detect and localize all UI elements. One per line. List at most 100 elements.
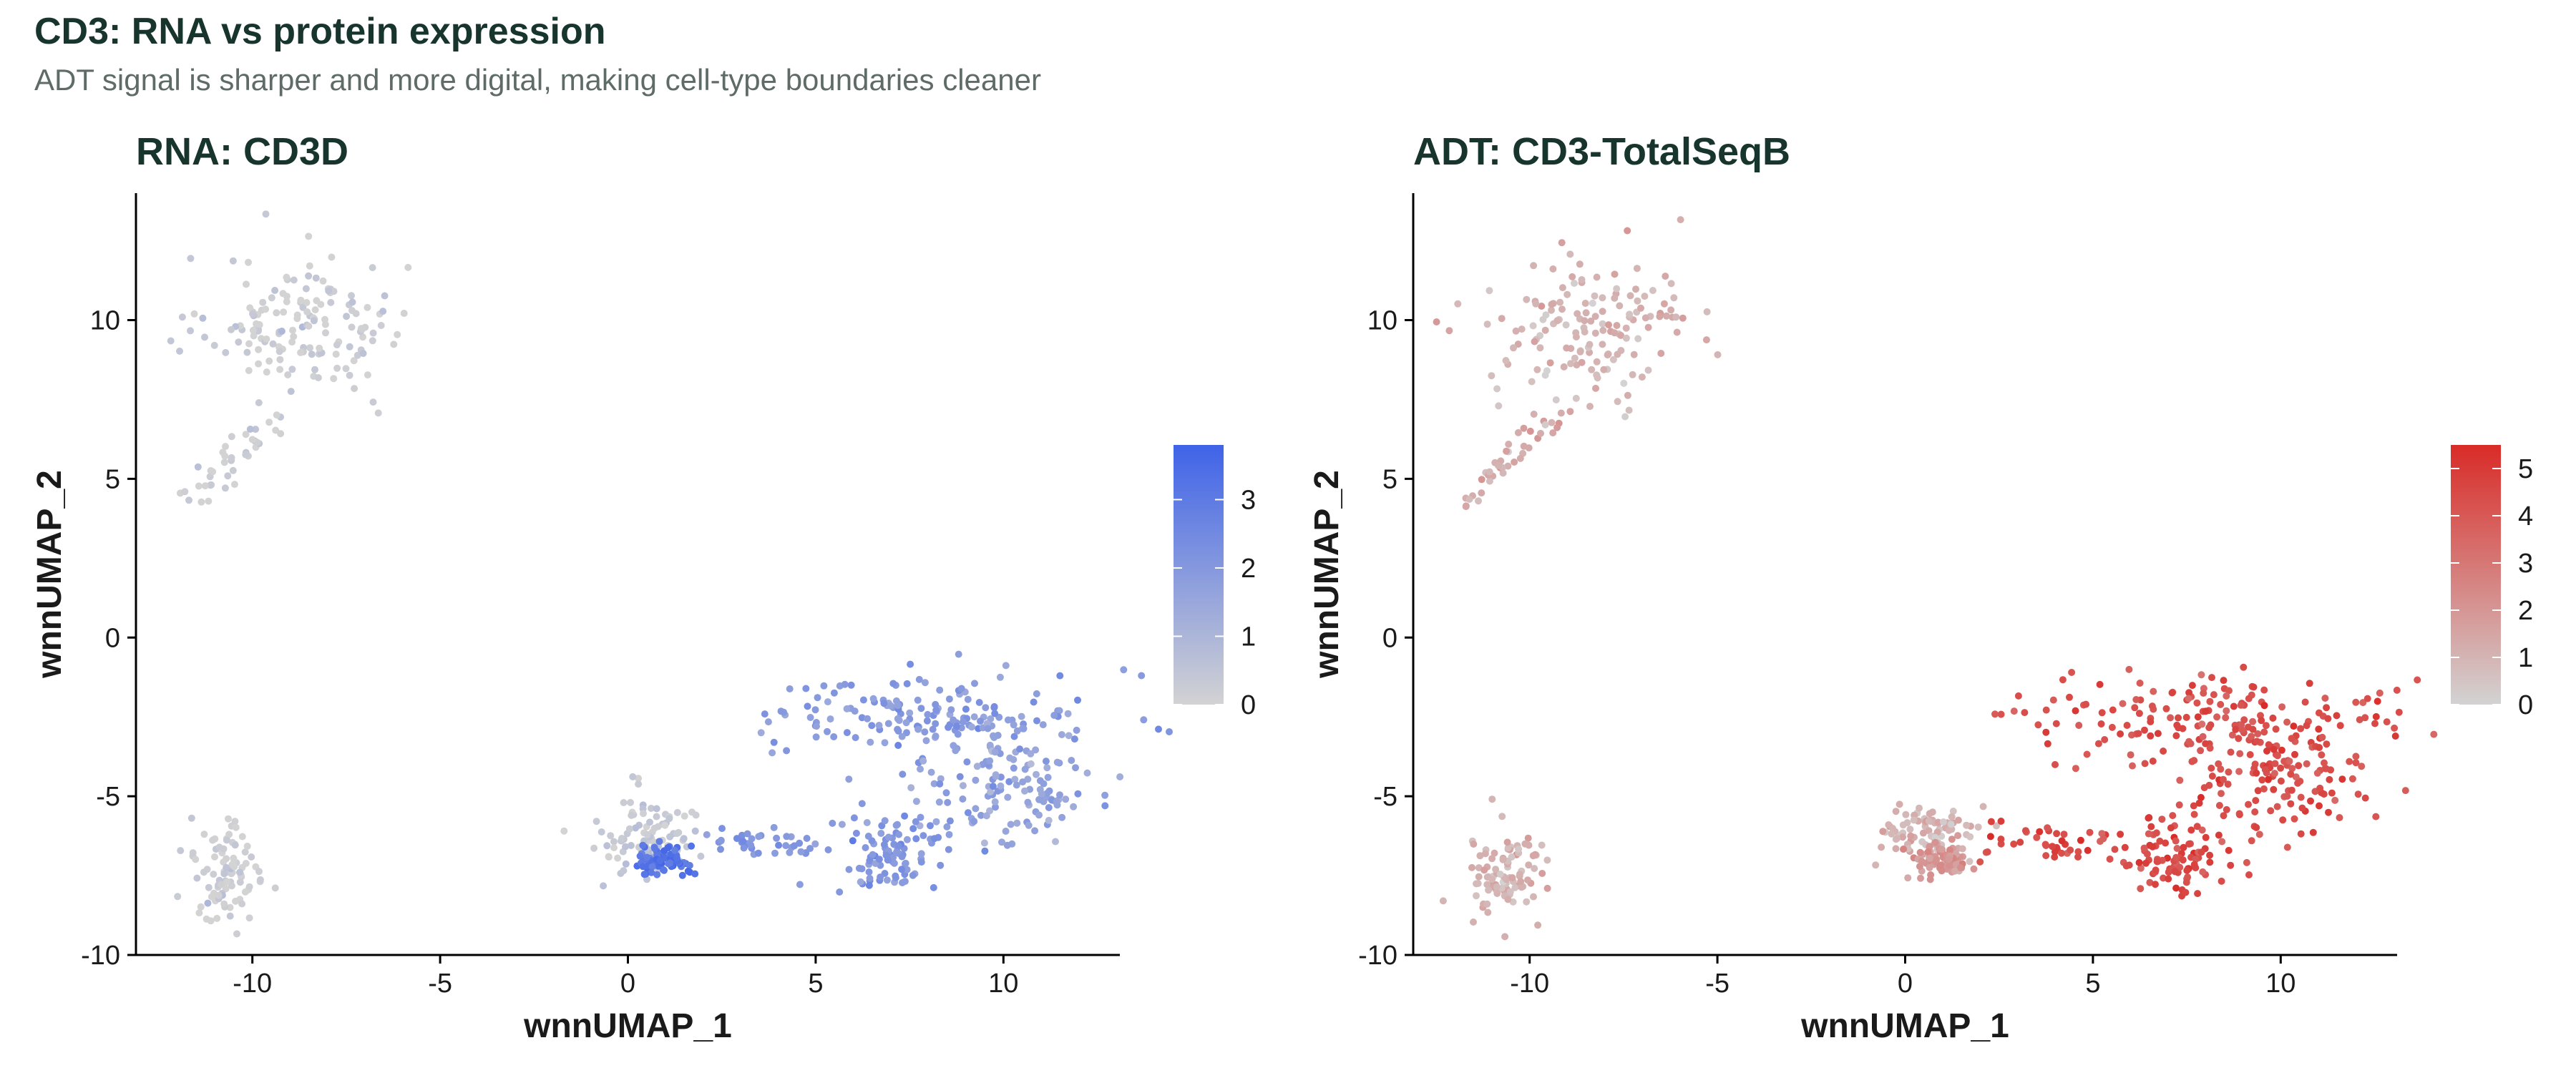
data-point (2303, 722, 2311, 730)
data-point (1488, 876, 1496, 883)
data-point (220, 870, 228, 878)
data-point (1433, 318, 1440, 325)
data-point (1531, 338, 1538, 346)
data-point (1020, 725, 1028, 733)
data-point (303, 308, 311, 315)
data-point (783, 747, 791, 755)
data-point (2283, 718, 2291, 726)
data-point (1005, 778, 1013, 785)
data-point (1439, 897, 1447, 905)
data-point (922, 737, 930, 745)
data-point (962, 705, 970, 713)
data-point (977, 717, 984, 725)
data-point (845, 866, 853, 873)
data-point (2338, 775, 2346, 783)
data-point (1484, 908, 1492, 916)
data-point (632, 824, 640, 832)
data-point (2096, 680, 2104, 688)
data-point (252, 426, 260, 433)
data-point (957, 685, 965, 692)
data-point (187, 255, 195, 263)
color-legend-label: 4 (2518, 501, 2533, 531)
data-point (1997, 818, 2005, 825)
x-axis-label: wnnUMAP_1 (523, 1007, 732, 1045)
data-point (1672, 313, 1680, 321)
data-point (1543, 856, 1551, 864)
data-point (1004, 793, 1012, 801)
data-point (2223, 805, 2230, 813)
data-point (2223, 692, 2230, 700)
data-point (937, 861, 945, 869)
data-point (1025, 821, 1033, 829)
data-point (229, 257, 237, 265)
color-legend-label: 0 (2518, 690, 2533, 720)
data-point (2208, 773, 2216, 780)
data-point (743, 830, 751, 838)
data-point (917, 705, 925, 712)
data-point (932, 720, 940, 727)
data-point (945, 723, 952, 731)
data-point (1562, 321, 1570, 329)
data-point (875, 722, 883, 729)
data-point (2269, 714, 2277, 722)
data-point (343, 313, 351, 320)
data-point (1528, 378, 1536, 386)
data-point (2232, 725, 2240, 733)
data-point (955, 650, 962, 658)
data-point (1138, 672, 1146, 680)
data-point (346, 371, 353, 379)
data-point (952, 722, 960, 730)
data-point (627, 842, 635, 849)
data-point (2205, 724, 2213, 732)
data-point (2283, 793, 2291, 800)
data-point (895, 831, 903, 838)
data-point (2352, 753, 2360, 760)
data-point (1062, 795, 1070, 803)
data-point (2167, 824, 2175, 832)
data-point (256, 876, 264, 883)
data-point (680, 835, 688, 843)
data-point (992, 773, 1000, 780)
data-point (733, 835, 741, 843)
data-point (858, 800, 866, 808)
data-point (245, 883, 253, 891)
data-point (639, 863, 647, 871)
data-point (755, 833, 763, 841)
data-point (220, 900, 228, 908)
data-point (1926, 843, 1933, 851)
data-point (1924, 848, 1932, 856)
data-point (1613, 322, 1621, 329)
data-point (1581, 317, 1589, 325)
page-subtitle: ADT signal is sharper and more digital, … (34, 63, 1041, 97)
data-point (1892, 845, 1900, 853)
data-point (2086, 828, 2094, 836)
x-tick-label: 0 (1898, 969, 1913, 999)
data-point (2121, 843, 2129, 851)
data-point (1045, 804, 1053, 811)
data-point (2172, 732, 2180, 740)
data-point (192, 856, 200, 863)
y-tick-label: -5 (96, 782, 120, 812)
data-point (1948, 836, 1956, 843)
data-point (1018, 712, 1025, 720)
data-point (1634, 335, 1642, 343)
data-point (2034, 721, 2042, 729)
data-point (1620, 379, 1628, 387)
data-point (2125, 665, 2133, 673)
data-point (250, 332, 258, 340)
data-point (228, 882, 235, 890)
data-point (2352, 759, 2360, 767)
data-point (350, 357, 358, 365)
x-tick-label: 10 (988, 969, 1018, 999)
data-point (592, 818, 600, 825)
data-point (836, 888, 844, 896)
data-point (964, 695, 972, 703)
data-point (346, 343, 353, 351)
data-point (2274, 752, 2281, 760)
data-point (263, 368, 270, 376)
data-point (996, 673, 1004, 681)
data-point (1624, 227, 1631, 235)
data-point (2277, 764, 2285, 772)
data-point (400, 310, 408, 317)
data-point (2217, 765, 2225, 773)
